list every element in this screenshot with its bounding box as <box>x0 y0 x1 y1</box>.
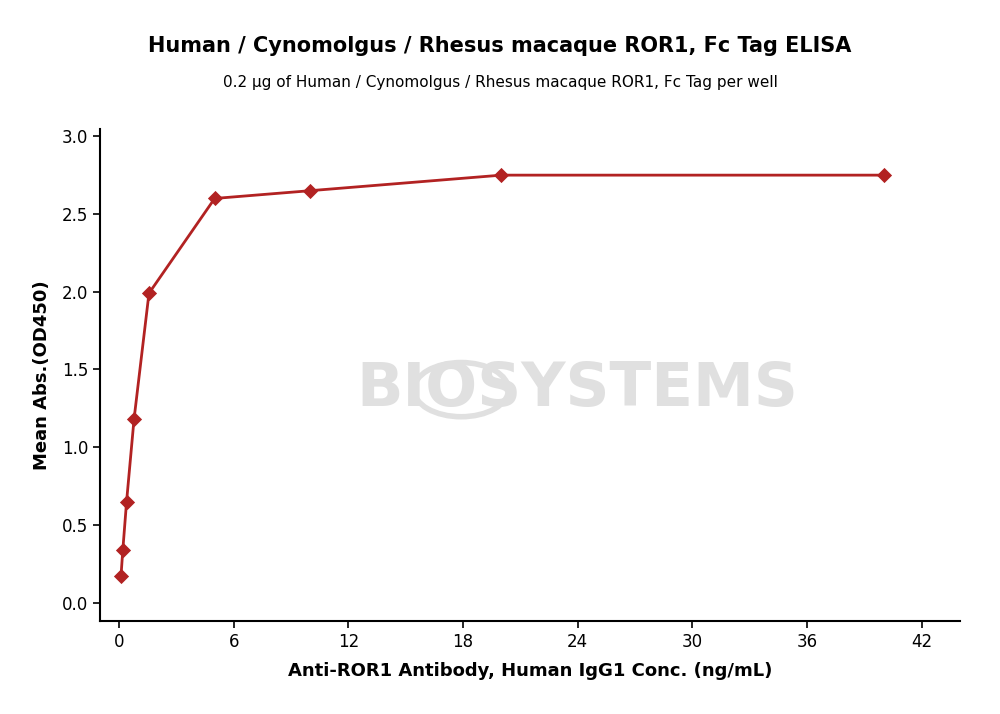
Point <box>113 570 129 582</box>
Text: 0.2 μg of Human / Cynomolgus / Rhesus macaque ROR1, Fc Tag per well: 0.2 μg of Human / Cynomolgus / Rhesus ma… <box>223 75 777 90</box>
Point <box>141 288 157 299</box>
Point <box>119 496 135 507</box>
Point <box>302 185 318 196</box>
Point <box>126 413 142 425</box>
Point <box>115 544 131 555</box>
Point <box>493 169 509 181</box>
X-axis label: Anti-ROR1 Antibody, Human IgG1 Conc. (ng/mL): Anti-ROR1 Antibody, Human IgG1 Conc. (ng… <box>288 662 772 680</box>
Text: BIOSYSTEMS: BIOSYSTEMS <box>356 360 798 419</box>
Point <box>207 193 223 204</box>
Text: Human / Cynomolgus / Rhesus macaque ROR1, Fc Tag ELISA: Human / Cynomolgus / Rhesus macaque ROR1… <box>148 36 852 56</box>
Y-axis label: Mean Abs.(OD450): Mean Abs.(OD450) <box>33 280 51 470</box>
Point <box>876 169 892 181</box>
